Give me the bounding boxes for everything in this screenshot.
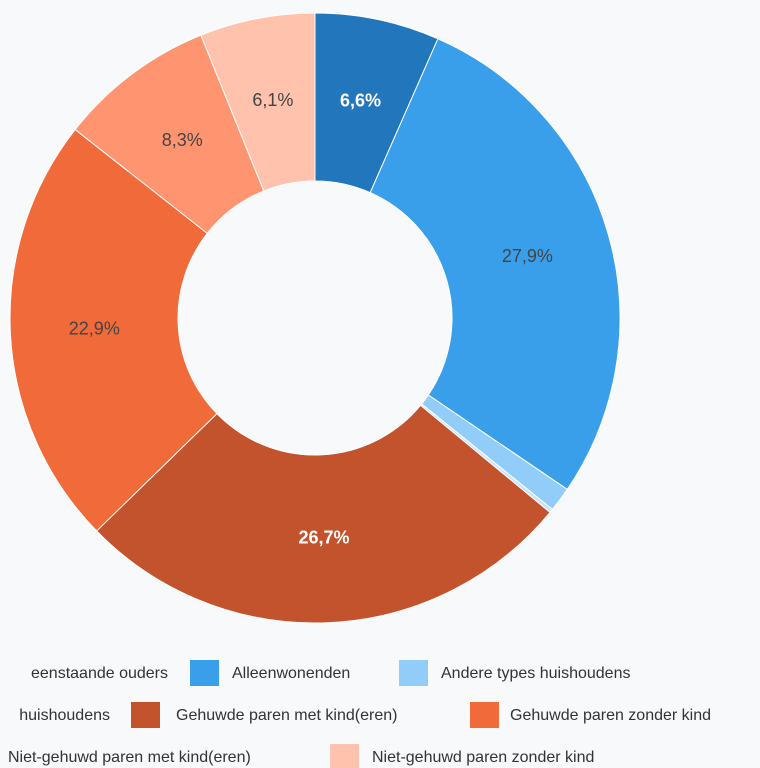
- donut-slice[interactable]: [9, 128, 218, 532]
- legend-label[interactable]: Andere types huishoudens: [441, 665, 630, 682]
- donut-slice[interactable]: [200, 12, 316, 192]
- legend-label[interactable]: Gehuwde paren met kind(eren): [176, 707, 397, 724]
- legend-label[interactable]: Alleenwonenden: [232, 665, 350, 682]
- legend-label[interactable]: Gehuwde paren zonder kind: [510, 707, 711, 724]
- legend-swatch[interactable]: [330, 744, 359, 768]
- data-label: 8,3%: [162, 130, 203, 150]
- data-label: 6,6%: [340, 90, 381, 110]
- data-label: 22,9%: [69, 319, 120, 339]
- legend-swatch[interactable]: [470, 702, 499, 728]
- donut-slice[interactable]: [369, 38, 621, 491]
- legend-swatch[interactable]: [131, 702, 160, 728]
- data-label: 6,1%: [252, 90, 293, 110]
- legend-label[interactable]: eenstaande ouders: [31, 665, 168, 682]
- donut-slice[interactable]: [95, 404, 551, 624]
- data-label: 27,9%: [502, 246, 553, 266]
- legend-swatch[interactable]: [190, 660, 219, 686]
- data-label: 26,7%: [298, 528, 349, 548]
- legend-label[interactable]: Niet-gehuwd paren zonder kind: [372, 749, 594, 766]
- legend-label[interactable]: Niet-gehuwd paren met kind(eren): [8, 749, 251, 766]
- legend-swatch[interactable]: [399, 660, 428, 686]
- legend-label[interactable]: huishoudens: [19, 707, 110, 724]
